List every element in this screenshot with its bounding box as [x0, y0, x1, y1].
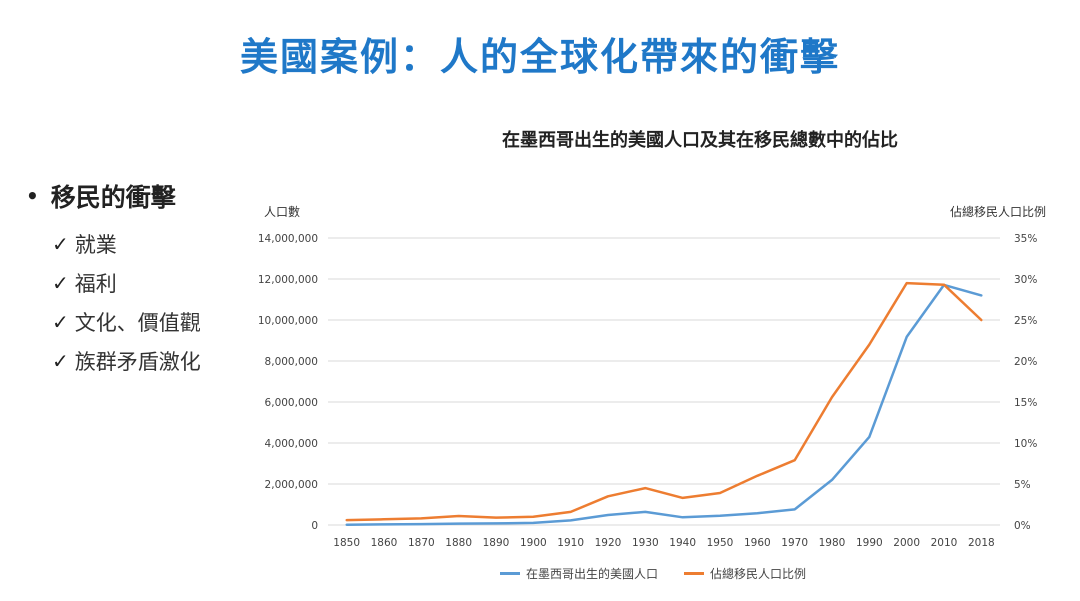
right-tick-label: 30%: [1014, 274, 1037, 286]
sub-item: ✓ 福利: [52, 263, 201, 302]
sub-item-label: 就業: [74, 232, 117, 257]
left-tick-label: 14,000,000: [258, 233, 318, 245]
legend-label: 在墨西哥出生的美國人口: [526, 567, 659, 581]
left-tick-label: 0: [311, 520, 318, 532]
sub-item-label: 族群矛盾激化: [74, 349, 201, 374]
left-tick-label: 4,000,000: [265, 438, 318, 450]
sub-item: ✓ 就業: [52, 224, 201, 263]
bullet-main-label: 移民的衝擊: [50, 183, 176, 212]
left-tick-label: 2,000,000: [265, 479, 318, 491]
series-line-population: [345, 283, 983, 526]
x-tick-label: 1950: [707, 537, 734, 549]
legend-item-population: 在墨西哥出生的美國人口: [500, 565, 658, 582]
chart-title: 在墨西哥出生的美國人口及其在移民總數中的佔比: [502, 130, 898, 151]
sub-item-label: 文化、價值觀: [74, 310, 201, 335]
right-tick-label: 15%: [1014, 397, 1037, 409]
right-tick-label: 0%: [1014, 520, 1031, 532]
sub-item-label: 福利: [74, 271, 117, 296]
sub-item: ✓ 文化、價值觀: [52, 302, 201, 341]
x-tick-label: 1940: [669, 537, 696, 549]
check-icon: ✓: [52, 270, 69, 295]
x-tick-label: 2010: [931, 537, 958, 549]
x-tick-label: 2000: [893, 537, 920, 549]
right-tick-label: 20%: [1014, 356, 1037, 368]
x-tick-label: 1920: [595, 537, 622, 549]
legend-swatch-blue: [500, 572, 520, 575]
left-tick-label: 12,000,000: [258, 274, 318, 286]
x-tick-label: 1960: [744, 537, 771, 549]
right-tick-label: 25%: [1014, 315, 1037, 327]
x-tick-label: 1980: [819, 537, 846, 549]
right-axis-title: 佔總移民人口比例: [950, 204, 1046, 219]
slide-title: 美國案例：人的全球化帶來的衝擊: [239, 35, 840, 79]
x-tick-label: 1880: [445, 537, 472, 549]
legend-swatch-orange: [684, 572, 705, 575]
sub-item-list: ✓ 就業 ✓ 福利 ✓ 文化、價值觀 ✓ 族群矛盾激化: [52, 224, 201, 380]
x-tick-label: 1990: [856, 537, 883, 549]
bullet-section: • 移民的衝擊 ✓ 就業 ✓ 福利 ✓ 文化、價值觀 ✓ 族群矛盾激化: [26, 178, 201, 380]
x-tick-label: 1900: [520, 537, 547, 549]
right-tick-label: 10%: [1014, 438, 1037, 450]
left-axis-title: 人口數: [264, 205, 300, 219]
bullet-dot-icon: •: [26, 184, 39, 208]
bullet-main: • 移民的衝擊: [26, 178, 201, 214]
check-icon: ✓: [52, 348, 69, 373]
x-tick-label: 1850: [333, 537, 360, 549]
check-icon: ✓: [52, 309, 69, 334]
legend-label: 佔總移民人口比例: [710, 567, 807, 581]
left-tick-label: 6,000,000: [265, 397, 318, 409]
x-tick-label: 1930: [632, 537, 659, 549]
x-tick-label: 2018: [968, 537, 995, 549]
check-icon: ✓: [52, 231, 69, 256]
x-tick-label: 1910: [557, 537, 584, 549]
right-tick-label: 35%: [1014, 233, 1037, 245]
sub-item: ✓ 族群矛盾激化: [52, 341, 201, 380]
x-tick-label: 1860: [371, 537, 398, 549]
chart-legend: 在墨西哥出生的美國人口 佔總移民人口比例: [500, 565, 832, 582]
left-tick-label: 8,000,000: [265, 356, 318, 368]
x-tick-label: 1970: [781, 537, 808, 549]
left-tick-label: 10,000,000: [258, 315, 318, 327]
x-tick-label: 1890: [483, 537, 510, 549]
x-tick-label: 1870: [408, 537, 435, 549]
right-tick-label: 5%: [1014, 479, 1031, 491]
series-line-ratio: [345, 281, 983, 522]
legend-item-ratio: 佔總移民人口比例: [684, 565, 806, 582]
